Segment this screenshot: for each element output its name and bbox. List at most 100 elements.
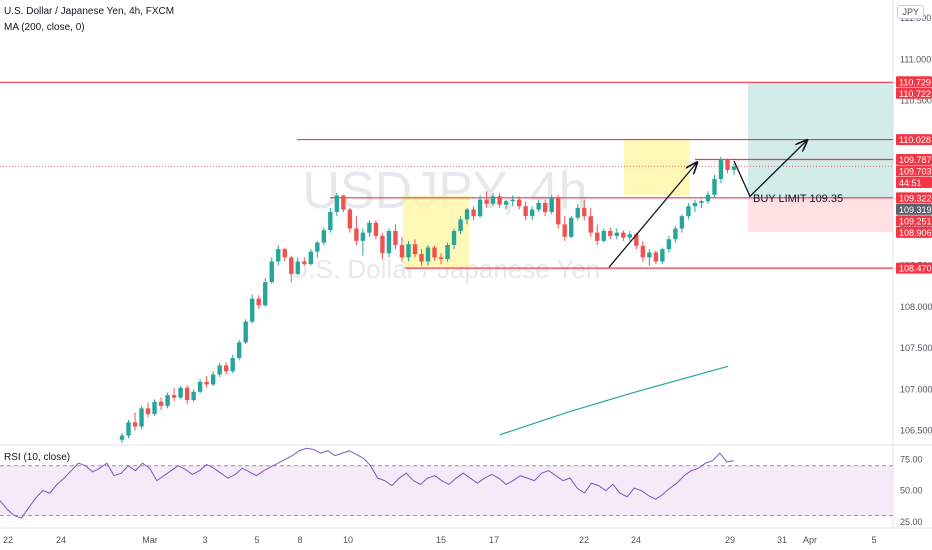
- candle: [321, 227, 327, 246]
- candle: [542, 199, 548, 217]
- candle: [562, 216, 567, 241]
- candle: [178, 386, 183, 400]
- candle: [451, 228, 457, 250]
- time-tick-label: Apr: [803, 535, 817, 545]
- candle: [595, 224, 600, 246]
- price-label: 109.251: [896, 215, 932, 227]
- time-tick-label: 22: [3, 535, 13, 545]
- candle-body: [412, 244, 418, 255]
- price-label-bg: [896, 87, 932, 99]
- candle: [653, 250, 659, 264]
- candle-body: [634, 234, 639, 246]
- candle-body: [152, 401, 157, 415]
- candle-body: [666, 239, 672, 250]
- candle: [308, 249, 314, 266]
- time-tick-label: Mar: [142, 535, 158, 545]
- candle: [484, 191, 489, 208]
- candle-body: [640, 245, 646, 258]
- price-label: 44:51: [896, 176, 932, 188]
- candle: [666, 235, 672, 253]
- candle-body: [582, 207, 587, 217]
- candle-body: [438, 257, 444, 260]
- price-label-text: 109.251: [899, 216, 932, 226]
- candle-body: [569, 217, 574, 237]
- price-label-bg: [896, 215, 932, 227]
- candle: [184, 385, 190, 405]
- candle: [119, 433, 125, 443]
- candle-body: [406, 244, 411, 258]
- price-label-bg: [896, 203, 932, 215]
- candle: [197, 379, 203, 394]
- candle: [256, 295, 261, 309]
- price-label-bg: [896, 176, 932, 188]
- candle: [458, 216, 463, 235]
- time-tick-label: 17: [489, 535, 499, 545]
- candle: [536, 199, 541, 213]
- candle: [289, 255, 294, 283]
- price-label: 109.787: [896, 153, 932, 165]
- candle: [204, 376, 209, 388]
- candle-body: [295, 261, 300, 274]
- candle-body: [451, 230, 457, 246]
- candle-body: [497, 196, 502, 205]
- candle: [503, 199, 509, 210]
- candle: [608, 227, 613, 240]
- candle-body: [549, 197, 554, 213]
- time-tick-label: 29: [725, 535, 735, 545]
- candle: [282, 247, 287, 262]
- candle: [471, 206, 476, 221]
- candle-body: [197, 381, 203, 392]
- ma-legend: MA (200, close, 0): [4, 22, 85, 33]
- candle: [139, 405, 144, 429]
- candle-body: [139, 408, 144, 427]
- candle-body: [145, 408, 151, 415]
- rsi-legend: RSI (10, close): [4, 452, 71, 463]
- candle-body: [595, 232, 600, 241]
- candle: [276, 245, 281, 266]
- price-label-text: 109.703: [899, 166, 932, 176]
- candle: [412, 239, 418, 258]
- price-label: 110.722: [896, 87, 932, 99]
- candle: [236, 339, 242, 361]
- candle-body: [386, 230, 392, 254]
- candle: [367, 220, 372, 237]
- candle-body: [516, 199, 522, 207]
- price-tick-label: 106.500: [900, 426, 932, 436]
- time-tick-label: 15: [436, 535, 446, 545]
- candle-body: [256, 298, 261, 306]
- candle: [217, 362, 222, 378]
- candle: [582, 199, 587, 221]
- currency-badge[interactable]: JPY: [897, 5, 924, 19]
- candle: [731, 163, 737, 175]
- candle: [614, 228, 620, 240]
- price-label-text: 110.729: [899, 77, 931, 87]
- candle-body: [178, 387, 183, 398]
- candle-body: [458, 219, 463, 231]
- time-tick-label: 24: [56, 535, 66, 545]
- candle-body: [230, 358, 235, 372]
- candle: [399, 236, 405, 262]
- candle-body: [510, 199, 515, 202]
- rsi-tick-label: 50.00: [900, 486, 923, 496]
- time-tick-label: 5: [871, 535, 876, 545]
- candle-body: [119, 435, 125, 440]
- candle-body: [263, 282, 268, 306]
- price-tick-label: 107.000: [900, 384, 932, 394]
- candle-body: [562, 224, 567, 237]
- candle: [425, 245, 431, 266]
- candle-body: [588, 216, 593, 233]
- candle: [145, 402, 151, 418]
- candle-body: [484, 199, 489, 204]
- candle-body: [373, 222, 379, 236]
- candle: [432, 245, 437, 261]
- price-label-text: 109.787: [899, 155, 932, 165]
- stop-zone: [748, 197, 893, 233]
- candle: [660, 247, 665, 264]
- candle-body: [621, 232, 626, 238]
- price-label-text: 110.028: [899, 135, 931, 145]
- candle-body: [399, 245, 405, 258]
- candle-body: [210, 374, 216, 385]
- candle: [627, 230, 633, 241]
- candle: [373, 220, 379, 240]
